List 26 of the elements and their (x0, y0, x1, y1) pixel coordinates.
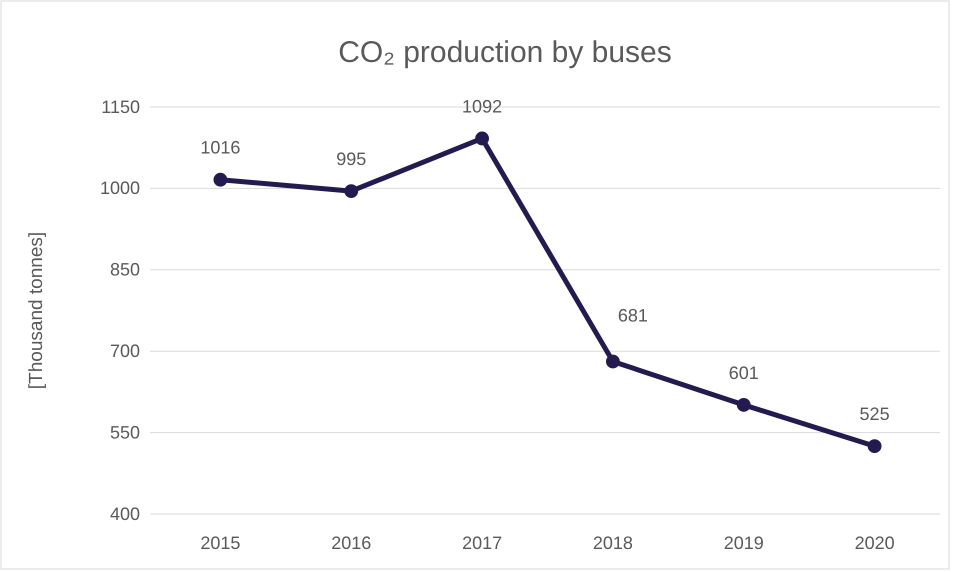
data-label: 995 (336, 149, 366, 170)
point (214, 172, 228, 187)
chart-title: CO₂ production by buses (338, 36, 672, 69)
point (344, 184, 358, 198)
x-tick-label: 2018 (592, 532, 633, 553)
data-label: 1092 (462, 96, 502, 116)
x-tick-label: 2015 (200, 532, 240, 553)
data-label: 601 (728, 362, 759, 383)
data-label: 1016 (200, 138, 240, 158)
data-label: 681 (618, 306, 648, 326)
y-tick-label: 550 (110, 422, 140, 442)
point (868, 439, 882, 454)
point (606, 354, 620, 368)
data-label: 525 (860, 404, 890, 424)
y-tick-label: 850 (110, 260, 140, 280)
y-axis-title: [Thousand tonnes] (26, 232, 47, 390)
y-tick-label: 400 (110, 504, 140, 524)
y-tick-label: 700 (110, 340, 140, 361)
point (736, 398, 751, 412)
y-tick-label: 1150 (101, 96, 140, 117)
x-tick-label: 2016 (331, 532, 372, 553)
x-tick-label: 2020 (854, 532, 895, 553)
point (475, 132, 489, 146)
x-tick-label: 2019 (724, 532, 764, 553)
x-tick-label: 2017 (462, 532, 502, 553)
y-tick-label: 1000 (100, 178, 140, 198)
